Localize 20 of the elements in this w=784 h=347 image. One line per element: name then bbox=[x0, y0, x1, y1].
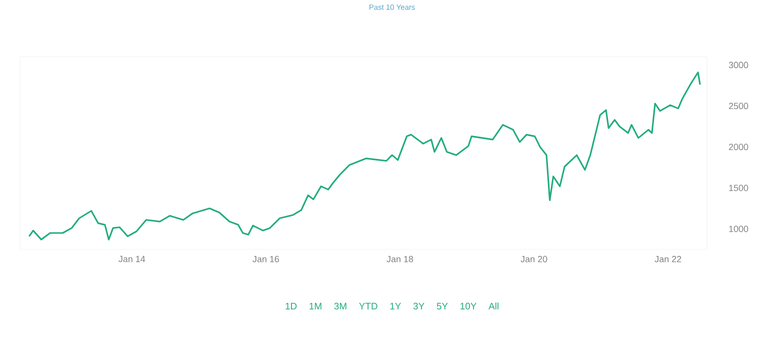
x-tick-label: Jan 14 bbox=[118, 256, 146, 262]
text: 1D bbox=[286, 302, 297, 310]
y-tick-label: 2000 bbox=[728, 144, 748, 150]
x-tick-label: Jan 20 bbox=[520, 256, 548, 262]
text: 1M bbox=[310, 302, 322, 310]
text: 3Y bbox=[413, 302, 424, 310]
y-tick-label: 3000 bbox=[728, 62, 748, 68]
text: All bbox=[488, 302, 498, 310]
y-tick-label: 2500 bbox=[728, 102, 748, 110]
y-tick-label: 1000 bbox=[729, 226, 748, 232]
x-tick-label: Jan 18 bbox=[386, 256, 414, 262]
text: 10Y bbox=[460, 302, 476, 310]
text: YTD bbox=[359, 302, 378, 310]
x-tick-label: Jan 22 bbox=[654, 256, 682, 262]
text: 3M bbox=[334, 302, 346, 310]
line-series bbox=[28, 72, 701, 240]
text: 1Y bbox=[390, 302, 401, 310]
y-tick-label: 1500 bbox=[729, 184, 748, 192]
text: 5Y bbox=[436, 302, 448, 310]
x-tick-label: Jan 16 bbox=[252, 256, 279, 262]
